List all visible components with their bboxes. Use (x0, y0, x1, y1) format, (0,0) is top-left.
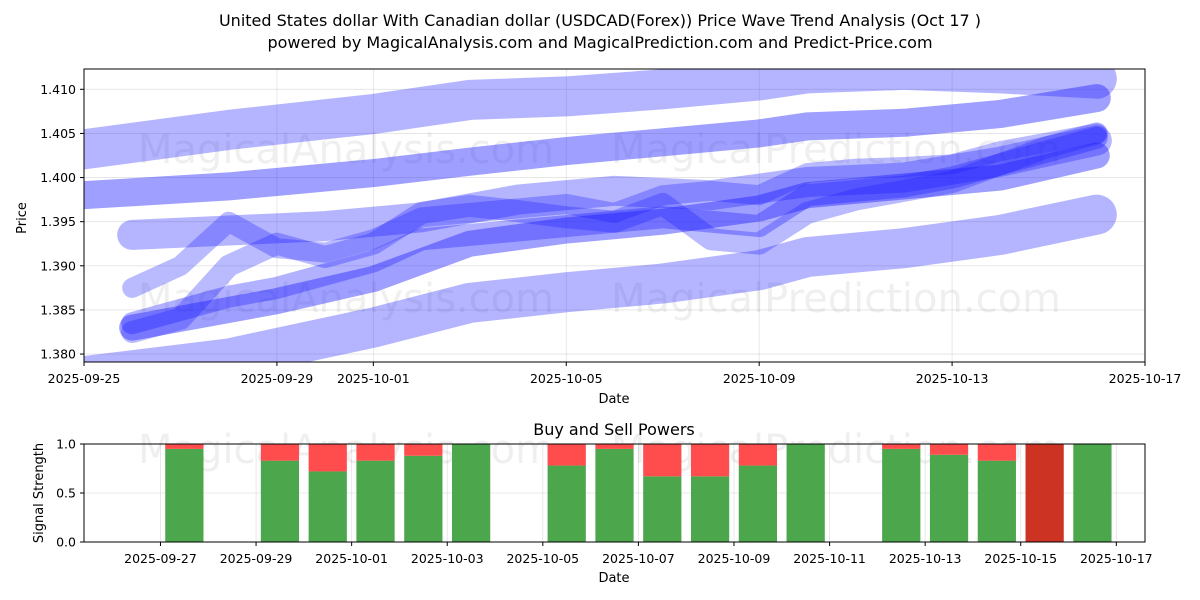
price-watermark: MagicalAnalysis.com (138, 127, 554, 173)
bar-x-tick-label: 2025-09-29 (220, 551, 293, 566)
price-series-wave-b (121, 122, 1108, 343)
price-y-tick-label: 1.385 (40, 302, 76, 317)
buy-power-bar (260, 460, 300, 542)
sell-power-bar (595, 444, 634, 449)
price-watermark: MagicalAnalysis.com (138, 276, 554, 322)
buy-power-bar (308, 471, 347, 542)
buy-power-bar (643, 476, 682, 542)
buy-power-bar (452, 444, 491, 542)
price-series-group (84, 69, 1117, 362)
price-y-axis-label: Price (15, 202, 30, 234)
sell-power-bar (260, 444, 300, 461)
bar-chart-title: Buy and Sell Powers (533, 420, 695, 439)
bar-x-tick-label: 2025-10-07 (602, 551, 675, 566)
bar-x-ticks: 2025-09-27 2025-09-29 2025-10-01 2025-10-03… (124, 542, 1153, 566)
bar-x-tick-label: 2025-10-03 (411, 551, 484, 566)
sell-power-bar (882, 444, 921, 449)
buy-power-bar (690, 476, 730, 542)
price-wave-chart: MagicalAnalysis.com MagicalPrediction.com… (15, 68, 1182, 407)
bar-y-ticks: 0.0 0.5 1.0 (56, 437, 84, 550)
buy-power-bar (547, 465, 586, 542)
bar-x-tick-label: 2025-10-05 (506, 551, 579, 566)
price-x-ticks: 2025-09-25 2025-09-29 2025-10-01 2025-10-05… (48, 362, 1182, 386)
price-x-axis-label: Date (598, 392, 629, 407)
price-watermark: MagicalPrediction.com (611, 276, 1061, 322)
buy-power-bar (882, 448, 921, 542)
sell-power-bar (690, 444, 730, 477)
bar-x-tick-label: 2025-10-09 (698, 551, 771, 566)
price-y-tick-label: 1.405 (40, 126, 76, 141)
price-series-lower-channel (84, 194, 1117, 362)
buy-power-bar (404, 455, 443, 542)
price-x-tick-label: 2025-10-13 (916, 371, 989, 386)
price-y-tick-label: 1.380 (40, 347, 76, 362)
sell-power-bar (1025, 444, 1064, 542)
sell-power-bar (356, 444, 395, 461)
main-chart-title-line2: powered by MagicalAnalysis.com and Magic… (267, 33, 932, 52)
price-x-tick-label: 2025-10-01 (337, 371, 410, 386)
buy-power-bar (356, 460, 395, 542)
bar-x-axis-label: Date (598, 571, 629, 586)
bar-y-tick-label: 0.5 (56, 486, 76, 501)
main-chart-title-line1: United States dollar With Canadian dolla… (219, 11, 981, 30)
price-x-tick-label: 2025-10-17 (1109, 371, 1182, 386)
price-series-upper-channel (84, 69, 1117, 170)
sell-power-bar (547, 444, 586, 466)
bar-x-tick-label: 2025-09-27 (124, 551, 197, 566)
bar-x-tick-label: 2025-10-15 (984, 551, 1057, 566)
price-plot-frame (83, 68, 1146, 363)
price-watermarks: MagicalAnalysis.com MagicalPrediction.com… (138, 127, 1061, 322)
buy-power-bar (786, 444, 825, 542)
sell-power-bar (643, 444, 682, 477)
sell-power-bar (738, 444, 777, 466)
price-x-tick-label: 2025-09-29 (241, 371, 314, 386)
price-series-lower-trend (119, 142, 1110, 341)
buy-sell-power-chart: Buy and Sell Powers MagicalAnalysis.comM… (32, 420, 1153, 586)
price-series-mid-channel (117, 125, 1112, 250)
buy-power-bar (1073, 444, 1112, 542)
price-x-tick-label: 2025-09-25 (48, 371, 121, 386)
price-x-tick-label: 2025-10-09 (723, 371, 796, 386)
price-watermark: MagicalPrediction.com (611, 127, 1061, 173)
price-series-upper-trend (84, 84, 1111, 210)
bar-y-tick-label: 1.0 (56, 437, 76, 452)
price-wave-series (84, 69, 1117, 362)
price-series-wave-c (122, 123, 1107, 298)
sell-power-bar (929, 444, 969, 455)
bar-x-tick-label: 2025-10-01 (315, 551, 388, 566)
buy-power-bar (595, 448, 634, 542)
bar-x-tick-label: 2025-10-13 (889, 551, 962, 566)
buy-power-bar (977, 460, 1016, 542)
price-y-tick-label: 1.400 (40, 170, 76, 185)
bar-series (165, 444, 1112, 542)
buy-power-bar (165, 448, 204, 542)
sell-power-bar (165, 444, 204, 449)
price-y-tick-label: 1.410 (40, 82, 76, 97)
price-x-tick-label: 2025-10-05 (530, 371, 603, 386)
bar-y-axis-label: Signal Strength (32, 443, 47, 543)
sell-power-bar (308, 444, 347, 472)
bar-x-tick-label: 2025-10-11 (793, 551, 866, 566)
buy-power-bar (738, 465, 777, 542)
price-series-wave-a (121, 126, 1108, 335)
price-y-tick-label: 1.390 (40, 258, 76, 273)
price-y-tick-label: 1.395 (40, 214, 76, 229)
bar-x-tick-label: 2025-10-17 (1080, 551, 1153, 566)
bar-y-tick-label: 0.0 (56, 535, 76, 550)
price-y-ticks: 1.380 1.385 1.390 1.395 1.400 1.405 1.410 (40, 82, 84, 362)
sell-power-bar (404, 444, 443, 456)
buy-power-bar (929, 454, 969, 542)
sell-power-bar (977, 444, 1016, 461)
price-plot-area (84, 69, 1145, 362)
